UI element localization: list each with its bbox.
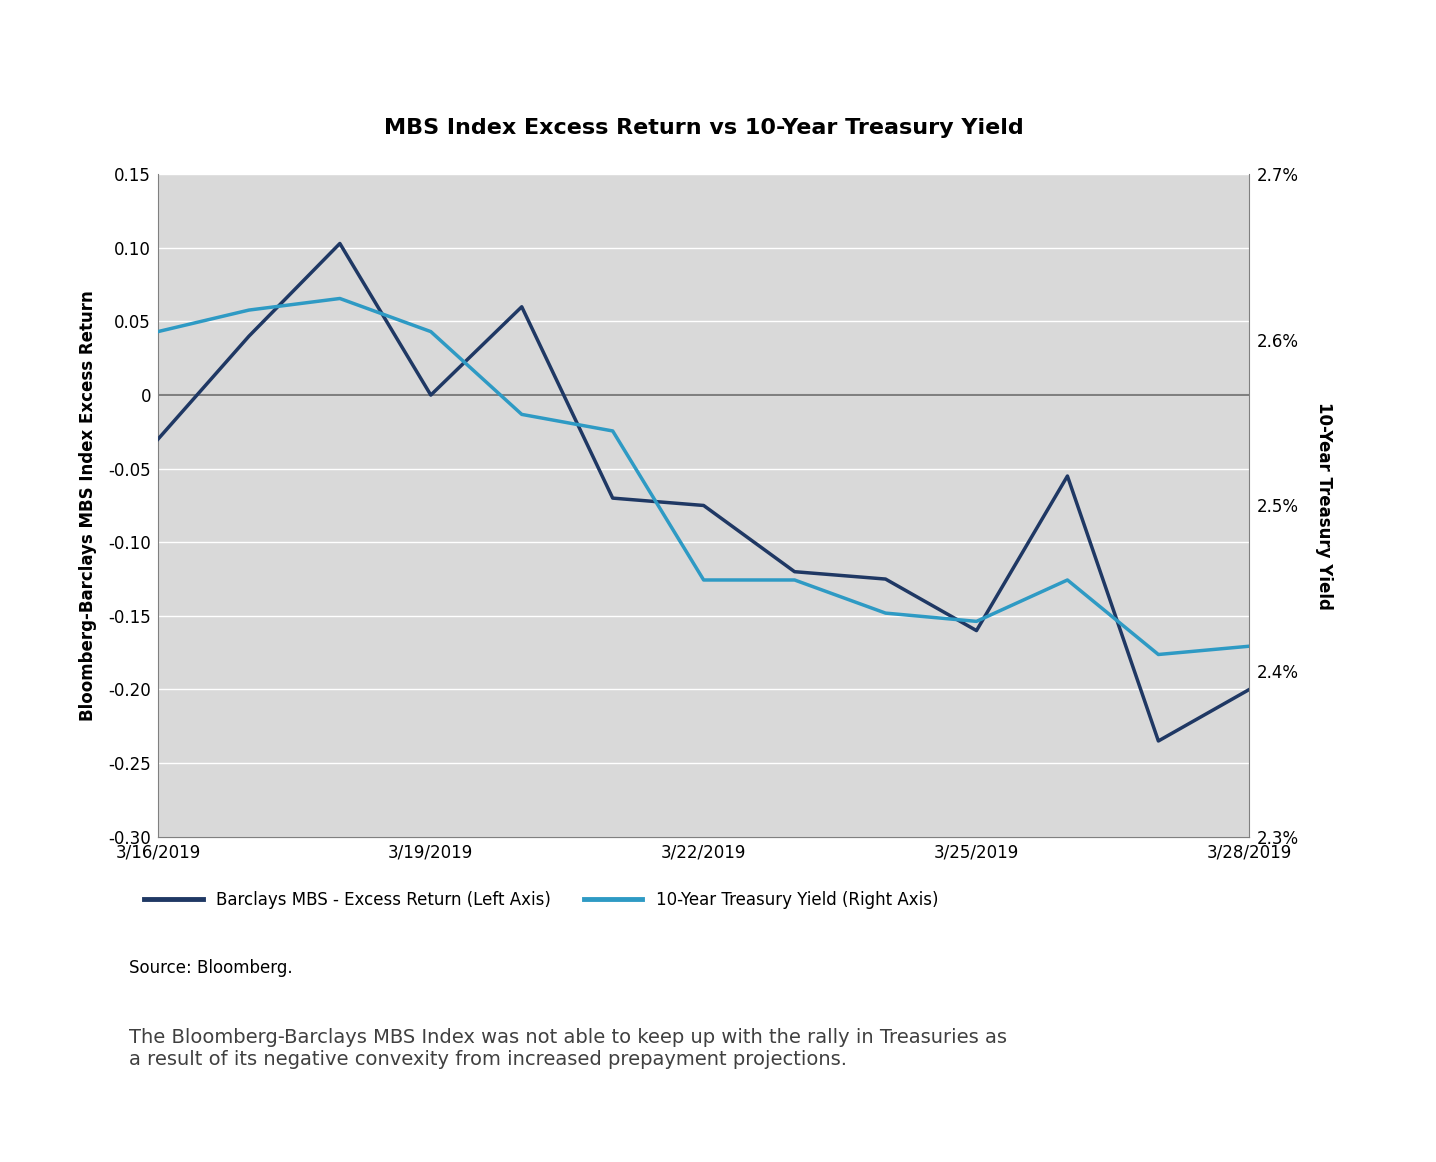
Text: MBS Index Excess Return vs 10-Year Treasury Yield: MBS Index Excess Return vs 10-Year Treas… bbox=[383, 117, 1024, 138]
Text: Source: Bloomberg.: Source: Bloomberg. bbox=[129, 959, 293, 976]
Y-axis label: 10-Year Treasury Yield: 10-Year Treasury Yield bbox=[1315, 402, 1333, 609]
Text: The Bloomberg-Barclays MBS Index was not able to keep up with the rally in Treas: The Bloomberg-Barclays MBS Index was not… bbox=[129, 1028, 1007, 1069]
Y-axis label: Bloomberg-Barclays MBS Index Excess Return: Bloomberg-Barclays MBS Index Excess Retu… bbox=[79, 290, 98, 720]
Legend: Barclays MBS - Excess Return (Left Axis), 10-Year Treasury Yield (Right Axis): Barclays MBS - Excess Return (Left Axis)… bbox=[138, 884, 945, 916]
